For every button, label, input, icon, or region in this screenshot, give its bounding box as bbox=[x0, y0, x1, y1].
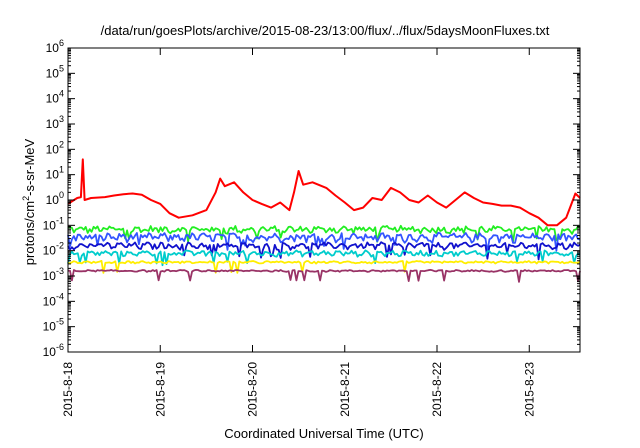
chart-title: /data/run/goesPlots/archive/2015-08-23/1… bbox=[101, 23, 550, 38]
x-tick-label: 2015-8-20 bbox=[246, 362, 260, 417]
series-line-4 bbox=[67, 249, 581, 267]
y-tick-base: 10 bbox=[46, 66, 60, 80]
series-line-3 bbox=[67, 241, 581, 261]
y-tick-exp: -5 bbox=[56, 317, 64, 327]
series-layer bbox=[67, 158, 581, 283]
y-tick-label: 100 bbox=[46, 190, 64, 207]
y-axis-label-sup: 2 bbox=[21, 196, 31, 201]
y-tick-exp: 2 bbox=[59, 139, 64, 149]
x-tick-label: 2015-8-22 bbox=[430, 362, 444, 417]
y-tick-base: 10 bbox=[46, 41, 60, 55]
y-tick-base: 10 bbox=[46, 142, 60, 156]
y-tick-base: 10 bbox=[43, 218, 57, 232]
x-tick-label: 2015-8-18 bbox=[61, 362, 75, 417]
y-tick-label: 101 bbox=[46, 165, 64, 182]
y-tick-label: 10-1 bbox=[43, 215, 64, 232]
y-tick-exp: 3 bbox=[59, 114, 64, 124]
series-line-6 bbox=[67, 269, 581, 283]
series-line-1 bbox=[68, 224, 581, 243]
y-tick-base: 10 bbox=[43, 294, 57, 308]
y-tick-exp: -1 bbox=[56, 215, 64, 225]
y-axis-ticks: 10610510410310210110010-110-210-310-410-… bbox=[43, 38, 580, 359]
y-tick-base: 10 bbox=[43, 244, 57, 258]
y-tick-exp: 0 bbox=[59, 190, 64, 200]
x-tick-label: 2015-8-19 bbox=[153, 362, 167, 417]
y-tick-label: 10-4 bbox=[43, 291, 64, 308]
y-tick-exp: 5 bbox=[59, 63, 64, 73]
y-tick-label: 104 bbox=[46, 89, 64, 106]
y-tick-base: 10 bbox=[43, 345, 57, 359]
series-line-0 bbox=[67, 158, 581, 227]
y-tick-label: 106 bbox=[46, 38, 64, 55]
y-axis-label-prefix: protons/cm bbox=[22, 201, 37, 265]
plot-frame bbox=[67, 47, 581, 353]
axes-frame bbox=[67, 47, 581, 353]
y-tick-base: 10 bbox=[43, 269, 57, 283]
series-line-5 bbox=[67, 260, 581, 274]
y-tick-exp: -6 bbox=[56, 342, 64, 352]
y-axis-label: protons/cm2-s-sr-MeV bbox=[21, 138, 37, 265]
y-tick-exp: -2 bbox=[56, 241, 64, 251]
y-tick-label: 10-6 bbox=[43, 342, 64, 359]
x-tick-label: 2015-8-21 bbox=[338, 362, 352, 417]
y-tick-label: 10-3 bbox=[43, 266, 64, 283]
y-tick-label: 10-2 bbox=[43, 241, 64, 258]
y-axis-label-suffix: -s-sr-MeV bbox=[22, 138, 37, 195]
x-axis-ticks: 2015-8-18 2015-8-19 2015-8-20 2015-8-21 2015… bbox=[61, 48, 536, 417]
y-tick-exp: -4 bbox=[56, 291, 64, 301]
y-tick-base: 10 bbox=[46, 92, 60, 106]
y-tick-base: 10 bbox=[46, 117, 60, 131]
y-tick-exp: 6 bbox=[59, 38, 64, 48]
y-tick-exp: 1 bbox=[59, 165, 64, 175]
y-tick-base: 10 bbox=[46, 168, 60, 182]
y-tick-base: 10 bbox=[43, 320, 57, 334]
y-tick-exp: 4 bbox=[59, 89, 64, 99]
series-line-2 bbox=[67, 231, 581, 253]
x-tick-label: 2015-8-23 bbox=[522, 362, 536, 417]
y-tick-label: 103 bbox=[46, 114, 64, 131]
y-tick-exp: -3 bbox=[56, 266, 64, 276]
y-tick-label: 102 bbox=[46, 139, 64, 156]
x-axis-label: Coordinated Universal Time (UTC) bbox=[224, 426, 423, 441]
y-tick-label: 10-5 bbox=[43, 317, 64, 334]
y-tick-base: 10 bbox=[46, 193, 60, 207]
y-tick-label: 105 bbox=[46, 63, 64, 80]
